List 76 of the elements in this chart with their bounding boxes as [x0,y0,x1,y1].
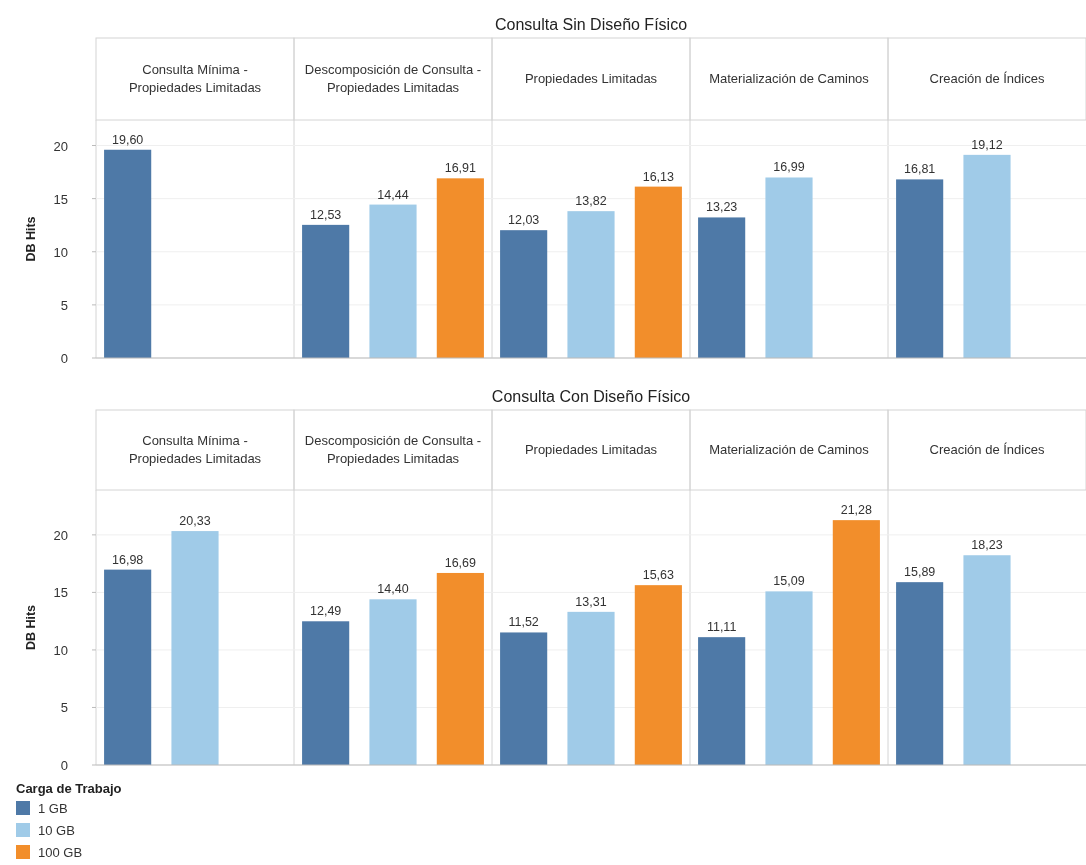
bar [963,555,1011,765]
data-label: 19,12 [971,137,1003,152]
bar [765,177,813,358]
data-label: 13,31 [575,594,607,609]
data-label: 14,44 [377,187,409,202]
bar [436,178,484,358]
data-label: 18,23 [971,538,1003,553]
x-tick-label: Materialización de Caminos [709,442,870,457]
legend-label: 10 GB [38,823,75,838]
bar [963,154,1011,358]
bar [104,569,152,765]
data-label: 16,13 [642,169,675,184]
data-label: 16,99 [773,160,805,175]
y-tick-label: 0 [60,351,68,366]
bar [634,186,682,358]
x-tick-label: Consulta Mínima - Propiedades Limitadas [128,62,262,95]
bar [832,520,880,765]
bar [369,204,417,358]
bar [698,637,746,765]
data-label: 15,63 [642,568,675,583]
y-tick-label: 20 [53,138,68,154]
x-tick-label: Creación de Índices [929,442,1045,457]
legend-title: Carga de Trabajo [16,781,122,796]
x-tick-label: Creación de Índices [929,71,1045,86]
bar [634,585,682,765]
data-label: 12,53 [310,207,342,222]
data-label: 19,60 [112,132,144,147]
bar [896,179,944,358]
data-label: 12,49 [310,604,342,619]
y-tick-label: 20 [53,527,68,543]
y-tick-label: 15 [53,191,68,207]
x-tick-label: Descomposición de Consulta - Propiedades Limitadas [304,433,482,466]
bar [369,599,417,765]
x-tick-label: Materialización de Caminos [709,71,870,86]
x-tick-label: Propiedades Limitadas [524,442,658,457]
bar [436,572,484,765]
bar [698,217,746,358]
data-label: 11,52 [508,615,539,630]
bar [104,149,152,358]
bar [171,531,219,765]
chart-title: Consulta Sin Diseño Físico [494,16,688,33]
data-label: 12,03 [508,213,540,228]
data-label: 14,40 [377,582,409,597]
y-tick-label: 15 [53,585,68,601]
bar [302,621,350,765]
data-label: 11,11 [706,620,737,635]
y-tick-label: 5 [60,700,68,716]
data-label: 20,33 [179,514,211,529]
y-axis-title: DB Hits [24,216,38,262]
data-label: 16,98 [112,552,144,567]
y-tick-label: 0 [60,758,68,773]
data-label: 21,28 [840,503,873,518]
bar [500,632,548,765]
y-tick-label: 10 [53,244,68,260]
bar [765,591,813,765]
data-label: 15,89 [904,565,936,580]
bar [567,611,615,765]
bar [567,211,615,358]
data-label: 16,91 [444,161,477,176]
data-label: 13,82 [575,194,607,209]
bar [896,582,944,765]
y-axis-title: DB Hits [24,604,38,651]
x-tick-label: Consulta Mínima - Propiedades Limitadas [128,433,262,466]
legend-label: 1 GB [38,801,68,816]
bar [302,224,350,358]
chart-title: Consulta Con Diseño Físico [491,388,691,405]
y-tick-label: 10 [53,642,68,658]
legend-label: 100 GB [38,845,83,860]
y-tick-label: 5 [60,297,68,313]
data-label: 16,81 [904,162,936,177]
x-tick-label: Descomposición de Consulta - Propiedades Limitadas [304,62,482,95]
data-label: 13,23 [706,200,738,215]
data-label: 16,69 [444,555,477,570]
data-label: 15,09 [773,574,805,589]
x-tick-label: Propiedades Limitadas [524,71,658,86]
bar [500,230,548,358]
